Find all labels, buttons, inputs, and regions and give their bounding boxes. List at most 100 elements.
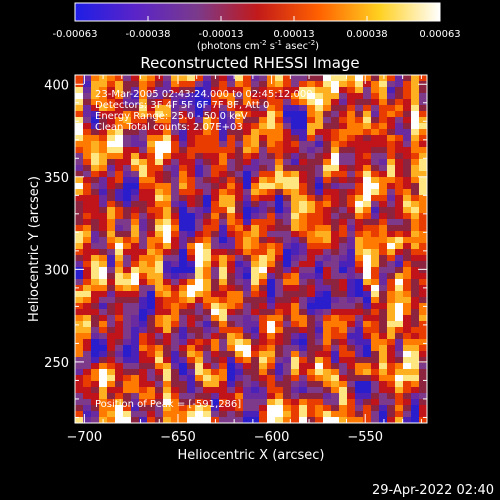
heatmap-cell: [179, 183, 188, 190]
heatmap-cell: [387, 255, 396, 262]
heatmap-cell: [403, 351, 412, 358]
heatmap-cell: [99, 291, 108, 298]
heatmap-cell: [139, 387, 148, 394]
heatmap-cell: [331, 195, 340, 202]
heatmap-cell: [419, 105, 427, 112]
heatmap-cell: [291, 315, 300, 322]
heatmap-cell: [195, 267, 204, 274]
heatmap-cell: [307, 117, 316, 124]
heatmap-cell: [251, 291, 260, 298]
heatmap-cell: [91, 363, 100, 370]
heatmap-cell: [83, 201, 92, 208]
heatmap-cell: [275, 171, 284, 178]
heatmap-cell: [123, 249, 132, 256]
heatmap-cell: [355, 183, 364, 190]
heatmap-cell: [387, 267, 396, 274]
heatmap-cell: [203, 111, 212, 118]
heatmap-cell: [371, 111, 380, 118]
heatmap-cell: [107, 363, 116, 370]
heatmap-cell: [171, 81, 180, 88]
heatmap-cell: [371, 237, 380, 244]
heatmap-cell: [395, 225, 404, 232]
heatmap-cell: [331, 237, 340, 244]
heatmap-cell: [243, 165, 252, 172]
heatmap-cell: [331, 129, 340, 136]
heatmap-cell: [75, 195, 84, 202]
heatmap-cell: [147, 159, 156, 166]
heatmap-cell: [203, 213, 212, 220]
heatmap-cell: [283, 375, 292, 382]
heatmap-cell: [131, 75, 140, 82]
heatmap-cell: [147, 345, 156, 352]
heatmap-cell: [107, 357, 116, 364]
heatmap-cell: [227, 231, 236, 238]
heatmap-cell: [363, 273, 372, 280]
heatmap-cell: [123, 321, 132, 328]
heatmap-cell: [99, 123, 108, 130]
heatmap-cell: [275, 417, 284, 423]
heatmap-cell: [387, 387, 396, 394]
heatmap-cell: [371, 357, 380, 364]
heatmap-cell: [123, 261, 132, 268]
heatmap-cell: [203, 399, 212, 406]
heatmap-cell: [395, 249, 404, 256]
heatmap-cell: [251, 375, 260, 382]
heatmap-cell: [187, 87, 196, 94]
heatmap-cell: [299, 261, 308, 268]
heatmap-cell: [363, 147, 372, 154]
heatmap-cell: [91, 411, 100, 418]
heatmap-cell: [243, 75, 252, 82]
heatmap-cell: [219, 141, 228, 148]
heatmap-cell: [75, 153, 84, 160]
heatmap-cell: [123, 309, 132, 316]
heatmap-cell: [99, 177, 108, 184]
heatmap-cell: [403, 405, 412, 412]
heatmap-cell: [187, 417, 196, 423]
heatmap-cell: [131, 285, 140, 292]
plot-frame: [74, 74, 428, 424]
heatmap-cell: [347, 171, 356, 178]
heatmap-cell: [235, 135, 244, 142]
heatmap-cell: [339, 81, 348, 88]
heatmap-cell: [99, 315, 108, 322]
heatmap-cell: [139, 357, 148, 364]
heatmap-cell: [339, 147, 348, 154]
heatmap-cell: [283, 315, 292, 322]
heatmap-cell: [99, 141, 108, 148]
heatmap-cell: [235, 351, 244, 358]
heatmap-cell: [99, 255, 108, 262]
heatmap-cell: [403, 237, 412, 244]
heatmap-cell: [323, 105, 332, 112]
heatmap-cell: [107, 147, 116, 154]
heatmap-cell: [283, 147, 292, 154]
heatmap-cell: [411, 99, 420, 106]
heatmap-cell: [307, 201, 316, 208]
heatmap-cell: [171, 279, 180, 286]
heatmap-cell: [323, 369, 332, 376]
heatmap-cell: [115, 123, 124, 130]
heatmap-cell: [195, 219, 204, 226]
heatmap-cell: [107, 381, 116, 388]
heatmap-cell: [355, 327, 364, 334]
heatmap-cell: [395, 117, 404, 124]
heatmap-cell: [275, 99, 284, 106]
heatmap-cell: [123, 117, 132, 124]
heatmap-cell: [131, 321, 140, 328]
heatmap-cell: [307, 393, 316, 400]
heatmap-cell: [75, 243, 84, 250]
heatmap-cell: [411, 75, 420, 82]
heatmap-cell: [243, 153, 252, 160]
heatmap-cell: [91, 141, 100, 148]
heatmap-cell: [123, 297, 132, 304]
heatmap-cell: [291, 291, 300, 298]
heatmap-cell: [283, 75, 292, 82]
heatmap-cell: [307, 75, 316, 82]
heatmap-cell: [195, 75, 204, 82]
heatmap-cell: [379, 129, 388, 136]
heatmap-cell: [115, 75, 124, 82]
heatmap-cell: [355, 123, 364, 130]
heatmap-cell: [211, 285, 220, 292]
heatmap-cell: [411, 195, 420, 202]
heatmap-cell: [227, 321, 236, 328]
heatmap-cell: [259, 315, 268, 322]
